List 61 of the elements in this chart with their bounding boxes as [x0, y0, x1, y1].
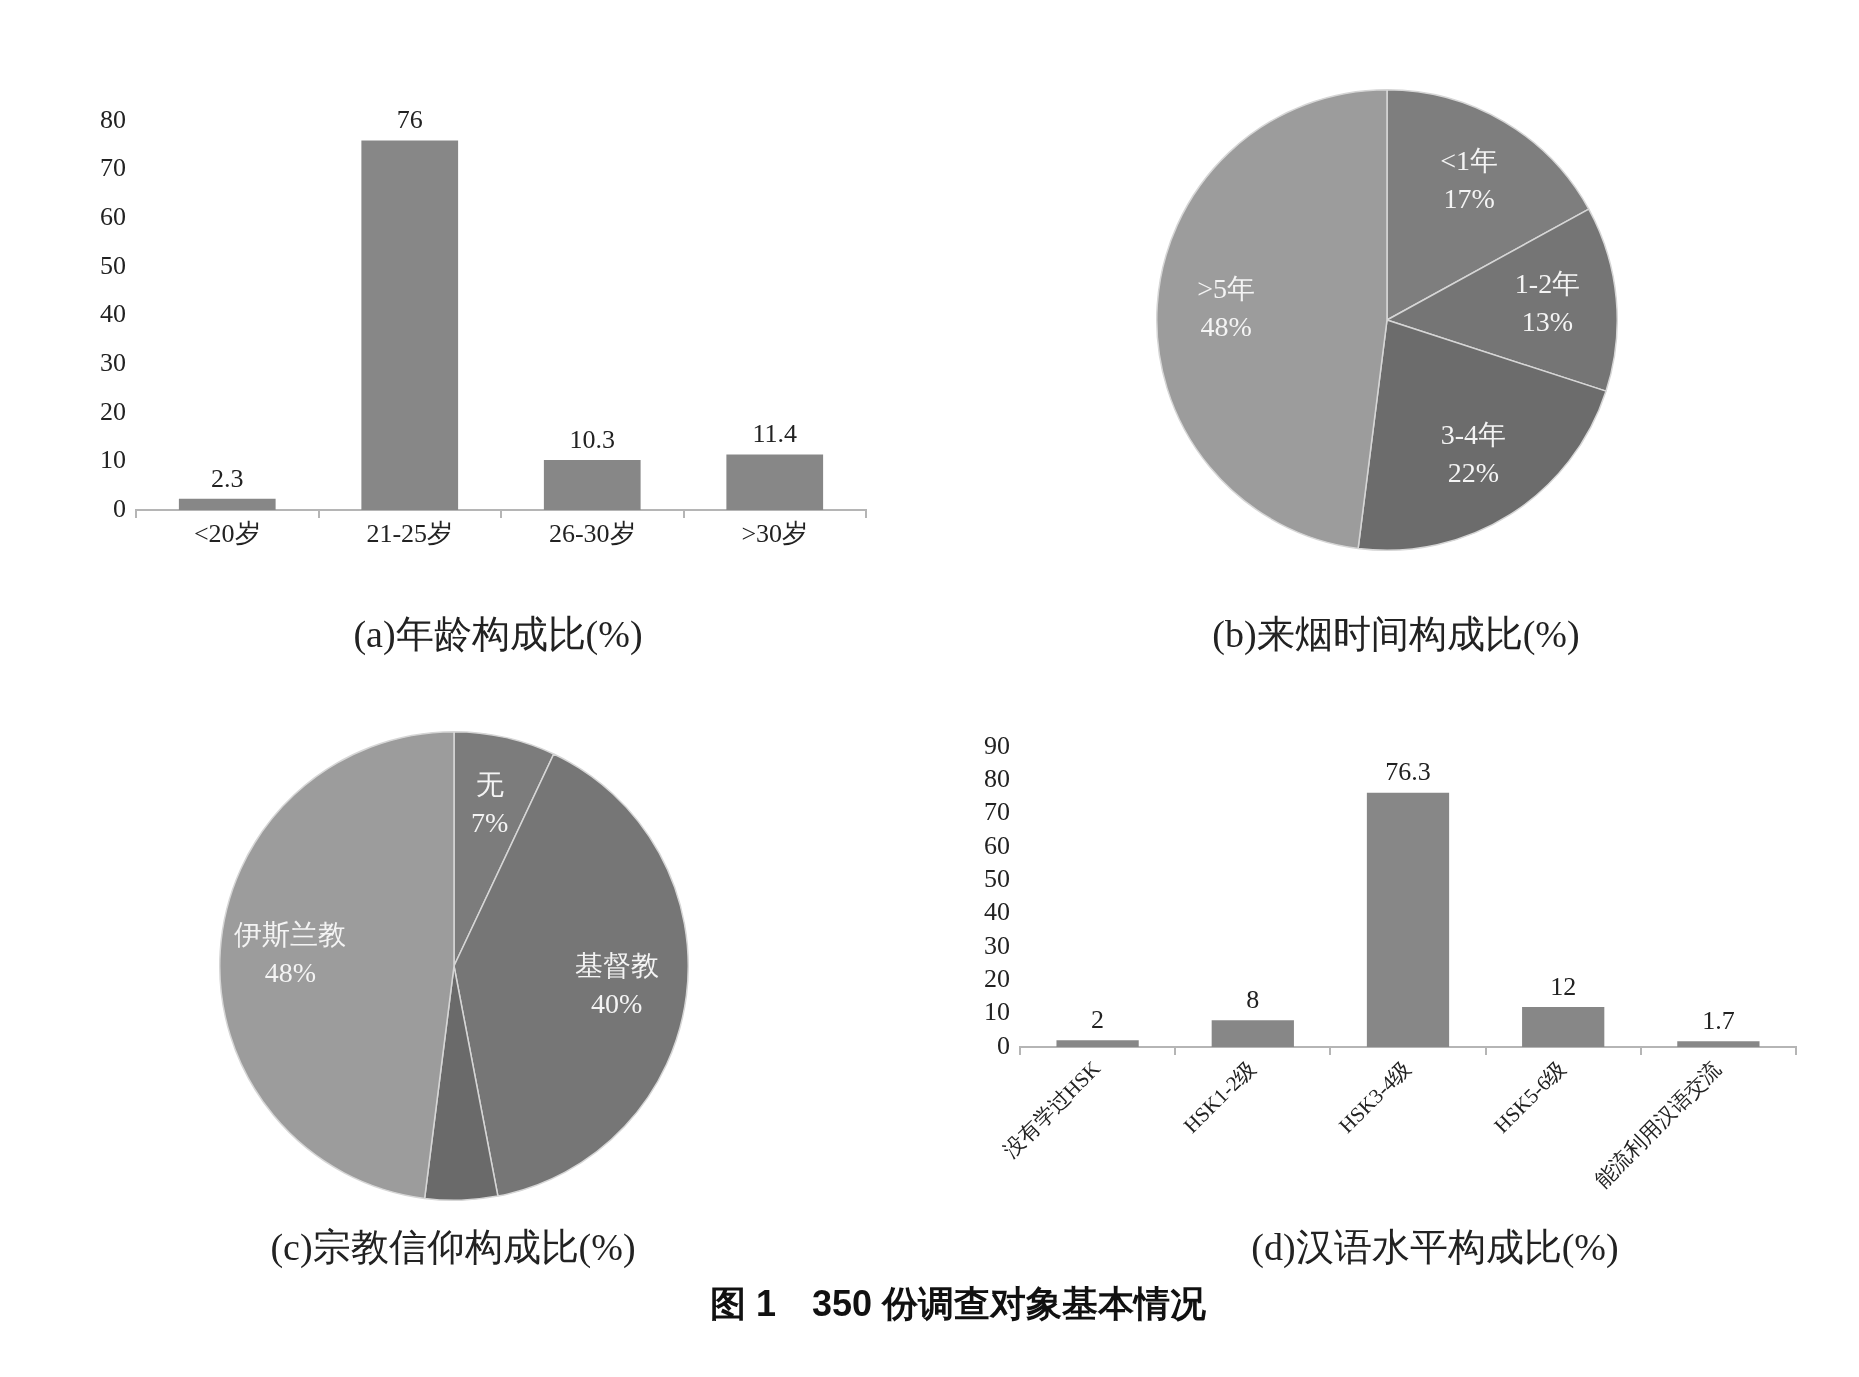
bar	[1211, 1020, 1294, 1047]
y-tick-label: 90	[984, 730, 1010, 760]
data-label: 8	[1246, 985, 1260, 1015]
y-tick-label: 80	[100, 104, 126, 134]
x-tick-label: 21-25岁	[366, 519, 454, 549]
x-tick-label: <20岁	[193, 519, 261, 549]
text: (c)宗教信仰构成比(%)	[270, 1225, 636, 1269]
y-tick-label: 40	[100, 299, 126, 329]
y-tick-label: 10	[100, 445, 126, 475]
y-tick-label: 60	[100, 202, 126, 232]
data-label: 48%	[1200, 311, 1252, 343]
caption: 图 1 350 份调查对象基本情况	[709, 1283, 1207, 1325]
x-tick-label: 能流利用汉语交流	[1590, 1056, 1726, 1193]
y-tick-label: 0	[113, 493, 126, 523]
y-tick-label: 30	[984, 930, 1010, 960]
y-tick-label: 60	[984, 830, 1010, 860]
y-tick-label: 0	[997, 1030, 1010, 1060]
bar	[178, 498, 276, 510]
y-tick-label: 70	[100, 153, 126, 183]
bar	[1677, 1041, 1760, 1047]
x-tick-label: 26-30岁	[548, 519, 636, 549]
bar	[1522, 1007, 1605, 1047]
y-tick-label: 50	[100, 250, 126, 280]
data-label: 11.4	[752, 419, 798, 449]
slice-label: 3-4年	[1440, 419, 1507, 451]
bar	[361, 140, 459, 510]
slice-label: <1年	[1440, 144, 1498, 176]
slice-label: 无	[475, 769, 504, 801]
data-label: 7%	[471, 807, 509, 839]
bar	[1056, 1040, 1139, 1047]
data-label: 76	[396, 105, 423, 135]
data-label: 1.7	[1702, 1006, 1735, 1036]
text: (d)汉语水平构成比(%)	[1251, 1225, 1619, 1269]
y-tick-label: 70	[984, 797, 1010, 827]
y-tick-label: 40	[984, 897, 1010, 927]
data-label: 2.3	[211, 463, 244, 493]
slice-label: >5年	[1197, 273, 1256, 305]
slice-label: 伊斯兰教	[234, 919, 347, 951]
bar	[1366, 792, 1450, 1047]
data-label: 48%	[264, 957, 317, 989]
y-tick-label: 10	[984, 997, 1010, 1027]
y-tick-label: 20	[984, 964, 1010, 994]
slice-label: 基督教	[574, 949, 659, 981]
y-tick-label: 80	[984, 764, 1010, 794]
data-label: 10.3	[569, 424, 615, 454]
text: (b)来烟时间构成比(%)	[1212, 612, 1580, 656]
x-tick-label: >30岁	[741, 519, 809, 549]
bar	[543, 459, 641, 510]
data-label: 40%	[591, 987, 643, 1019]
data-label: 12	[1550, 971, 1577, 1001]
data-label: 13%	[1521, 306, 1574, 338]
slice-label: 1-2年	[1514, 268, 1581, 300]
data-label: 2	[1091, 1005, 1105, 1035]
data-label: 76.3	[1385, 757, 1431, 787]
data-label: 17%	[1443, 182, 1495, 214]
y-tick-label: 50	[984, 864, 1010, 894]
bar	[726, 454, 824, 510]
text: (a)年龄构成比(%)	[353, 612, 643, 656]
y-tick-label: 20	[100, 396, 126, 426]
y-tick-label: 30	[100, 347, 126, 377]
data-label: 22%	[1447, 457, 1500, 489]
